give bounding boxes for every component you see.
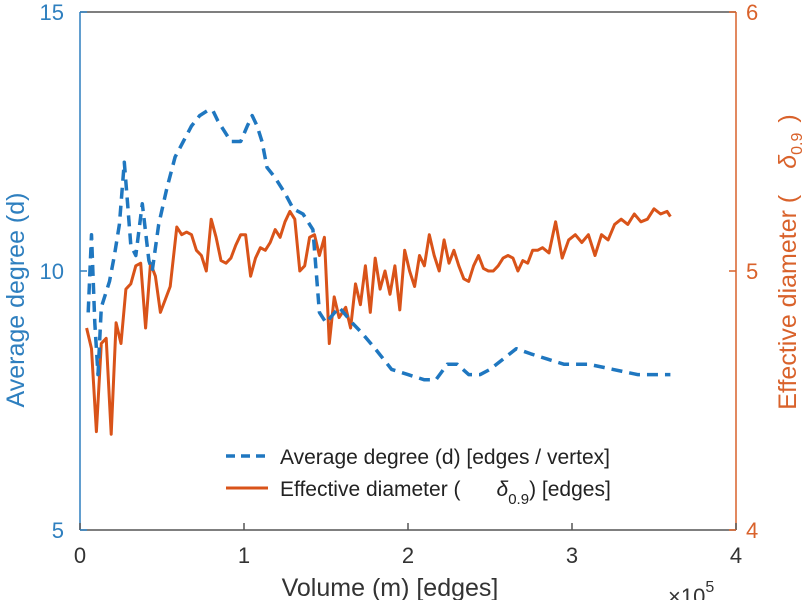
x-multiplier: ×105 <box>668 579 714 600</box>
x-tick-label-3: 3 <box>566 543 578 568</box>
left-y-tick-label-15: 15 <box>40 0 64 25</box>
axis-ticks <box>79 11 737 531</box>
legend-diameter-main: Effective diameter ( <box>280 478 461 501</box>
left-y-tick-label-5: 5 <box>52 518 64 543</box>
y-right-label-close: ) <box>774 114 802 122</box>
legend-diameter-subscript: 0.9 <box>508 491 529 508</box>
x-tick-label-4: 4 <box>730 543 742 568</box>
legend-diameter-tail: ) [edges] <box>529 478 611 501</box>
right-y-tick-labels: 4 5 6 <box>746 0 758 543</box>
legend-label-degree: Average degree (d) [edges / vertex] <box>280 446 610 469</box>
y-axis-right-label: Effective diameter ( δ0.9) <box>774 114 806 409</box>
y-axis-left-label: Average degree (d) <box>2 193 30 408</box>
x-tick-label-0: 0 <box>74 543 86 568</box>
left-y-tick-label-10: 10 <box>40 259 64 284</box>
x-tick-label-1: 1 <box>238 543 250 568</box>
x-axis-label: Volume (m) [edges] <box>282 574 499 600</box>
right-y-tick-label-4: 4 <box>746 518 758 543</box>
y-right-label-subscript: 0.9 <box>789 133 806 155</box>
x-multiplier-base: ×10 <box>668 584 705 600</box>
legend: Average degree (d) [edges / vertex] Effe… <box>226 446 611 508</box>
svg-text:Effective diameter (δ0.9): Effective diameter ( δ0.9) <box>774 114 806 409</box>
legend-diameter-delta: δ <box>497 478 509 501</box>
legend-label-diameter: Effective diameter ( δ0.9) [edges] <box>280 478 611 508</box>
x-multiplier-exponent: 5 <box>705 579 714 596</box>
right-y-tick-label-5: 5 <box>746 259 758 284</box>
right-y-tick-label-6: 6 <box>746 0 758 25</box>
y-right-label-main: Effective diameter ( <box>774 194 802 410</box>
x-tick-label-2: 2 <box>402 543 414 568</box>
average-degree-line <box>86 108 671 382</box>
left-y-tick-labels: 5 10 15 <box>40 0 64 543</box>
y-right-label-delta: δ <box>774 154 802 169</box>
effective-diameter-line <box>85 207 672 436</box>
x-tick-labels: 0 1 2 3 4 <box>74 543 742 568</box>
